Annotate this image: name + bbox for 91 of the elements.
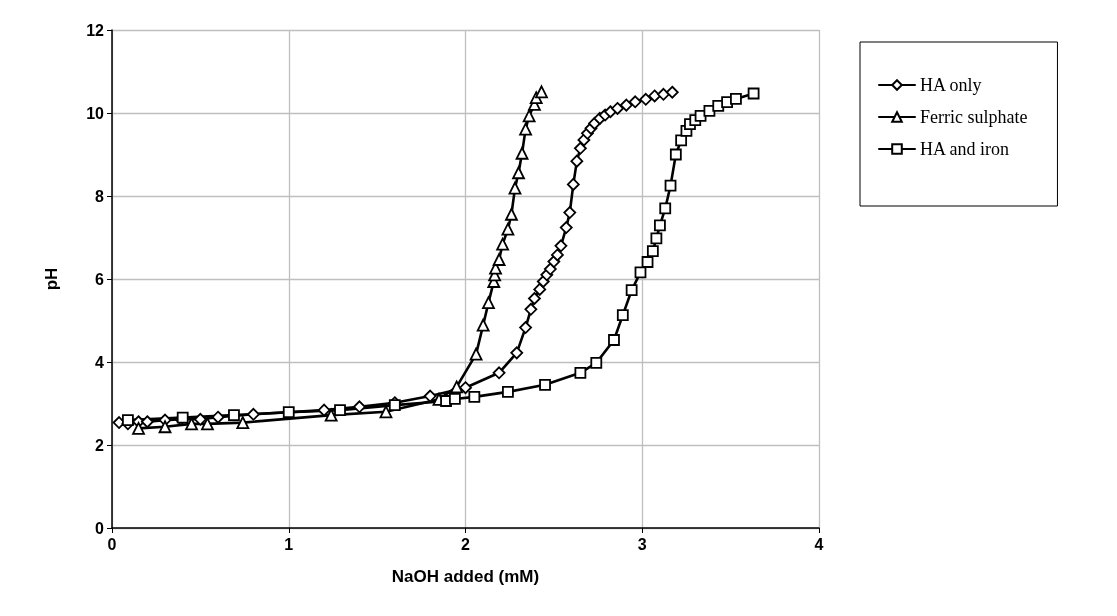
point <box>512 166 525 180</box>
point <box>324 408 338 422</box>
point <box>554 239 568 253</box>
point <box>502 385 514 398</box>
point <box>334 404 346 417</box>
y-tick-label: 0 <box>95 519 105 537</box>
point <box>669 148 682 161</box>
point <box>616 309 629 322</box>
point <box>551 248 564 262</box>
point <box>646 245 659 258</box>
point <box>519 321 532 334</box>
point <box>211 410 225 424</box>
x-tick-label: 2 <box>461 535 471 553</box>
point <box>664 179 677 192</box>
point <box>528 292 541 305</box>
point <box>570 154 584 168</box>
point <box>573 141 587 155</box>
y-tick-label: 12 <box>86 21 105 39</box>
point <box>559 221 573 234</box>
point <box>628 95 642 109</box>
point <box>158 420 172 434</box>
point <box>535 85 548 99</box>
point <box>476 318 490 332</box>
point <box>539 378 551 391</box>
point <box>563 206 577 219</box>
point <box>508 181 522 195</box>
legend-label: HA only <box>920 75 982 95</box>
point <box>515 146 529 160</box>
point <box>533 282 547 296</box>
point <box>468 390 481 403</box>
y-tick-label: 8 <box>95 187 105 205</box>
point <box>566 177 580 191</box>
point <box>492 253 506 266</box>
y-tick-label: 4 <box>95 353 105 371</box>
point <box>501 222 515 236</box>
legend-label: HA and iron <box>920 139 1009 159</box>
point <box>522 109 536 123</box>
point <box>317 403 331 417</box>
point <box>193 412 207 426</box>
point <box>648 89 662 103</box>
point <box>675 134 688 147</box>
point <box>201 417 214 431</box>
point <box>639 92 653 106</box>
point <box>247 407 260 421</box>
point <box>619 98 633 112</box>
point <box>282 406 295 419</box>
y-axis-title: pH <box>42 267 61 291</box>
point <box>423 389 437 403</box>
point <box>608 334 620 346</box>
point <box>448 393 461 405</box>
point <box>524 302 538 316</box>
point <box>590 356 603 369</box>
point <box>132 422 145 435</box>
y-tick-label: 10 <box>86 104 105 122</box>
point <box>482 296 495 310</box>
point <box>543 262 557 276</box>
point <box>236 416 250 429</box>
point <box>459 381 472 395</box>
point <box>634 266 647 279</box>
point <box>654 219 666 232</box>
legend-label: Ferric sulphate <box>920 107 1028 127</box>
point <box>747 87 760 100</box>
point <box>625 284 638 297</box>
point <box>353 400 366 414</box>
point <box>469 347 483 361</box>
point <box>122 414 134 426</box>
point <box>450 380 464 394</box>
point <box>665 85 679 99</box>
y-tick-label: 6 <box>95 270 105 288</box>
point <box>641 256 654 268</box>
point <box>140 415 154 429</box>
x-tick-label: 0 <box>107 535 117 553</box>
point <box>730 92 742 105</box>
point <box>519 122 532 136</box>
y-tick-label: 2 <box>95 436 105 454</box>
x-axis-title: NaOH added (mM) <box>391 567 540 586</box>
x-tick-label: 3 <box>637 535 647 553</box>
point <box>657 87 670 101</box>
point <box>650 232 663 245</box>
x-tick-label: 1 <box>284 535 294 553</box>
point <box>574 366 587 379</box>
point <box>505 207 518 221</box>
point <box>496 237 510 251</box>
point <box>388 399 401 412</box>
point <box>659 202 672 215</box>
x-tick-label: 4 <box>814 535 824 553</box>
point <box>492 366 506 380</box>
point <box>379 405 393 419</box>
point <box>510 346 524 360</box>
point <box>228 409 240 422</box>
point <box>611 102 624 115</box>
